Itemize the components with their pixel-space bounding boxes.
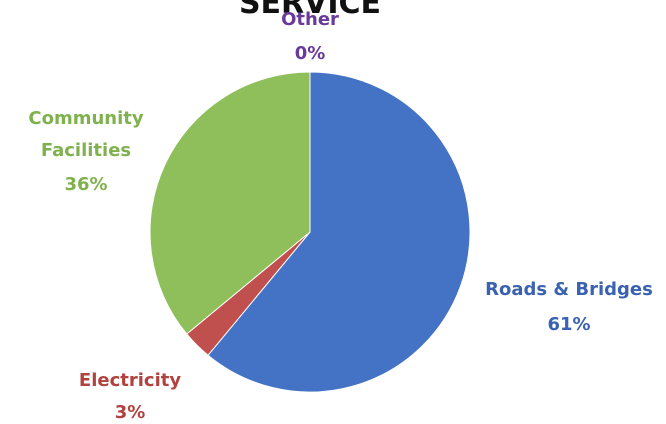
value-community-facilities: 36% (64, 174, 107, 195)
value-roads-bridges: 61% (547, 314, 590, 335)
slice-roads-bridges (207, 71, 471, 393)
label-roads-bridges: Roads & Bridges (485, 279, 653, 300)
value-other: 0% (295, 43, 326, 64)
slice-community-facilities (149, 71, 311, 335)
label-community-facilities-line2: Facilities (41, 140, 131, 161)
label-other: Other (281, 9, 339, 30)
value-electricity: 3% (115, 402, 146, 423)
label-community-facilities-line1: Community (28, 108, 143, 129)
pie-slices (149, 71, 471, 393)
chart-title: SERVICE (239, 0, 381, 21)
label-electricity: Electricity (79, 370, 181, 391)
